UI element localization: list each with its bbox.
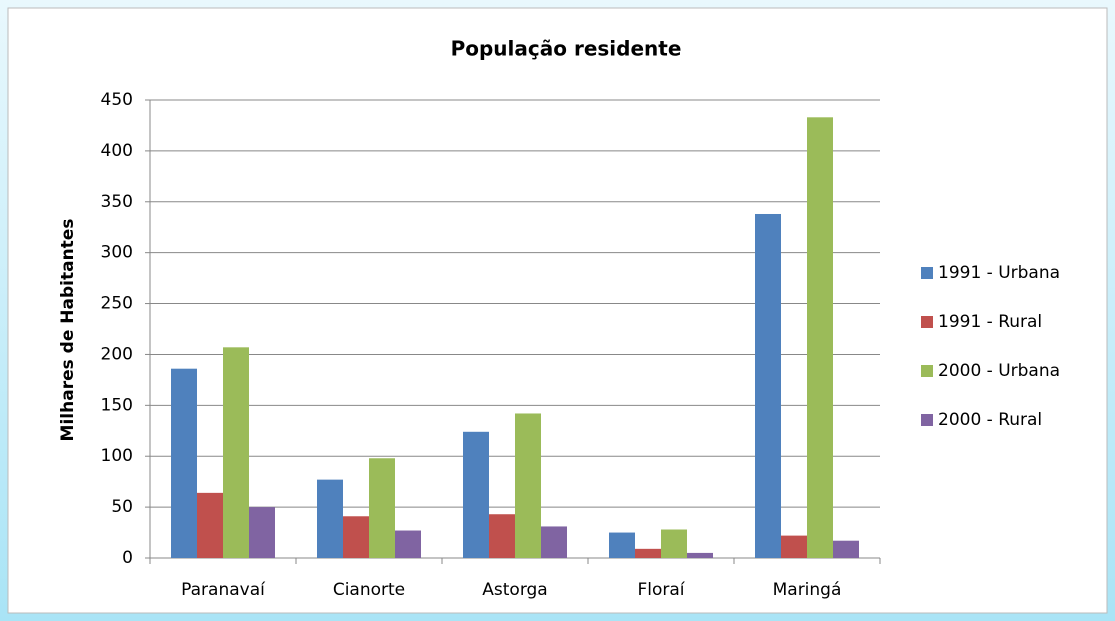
bar xyxy=(661,529,687,558)
bar xyxy=(609,532,635,558)
legend-swatch xyxy=(921,267,933,279)
bar xyxy=(687,552,713,558)
bar xyxy=(833,540,859,558)
y-tick-label: 0 xyxy=(122,548,133,568)
x-tick-label: Floraí xyxy=(637,580,685,600)
bar xyxy=(343,516,369,558)
y-tick-label: 200 xyxy=(101,344,133,364)
legend-swatch xyxy=(921,414,933,426)
bar xyxy=(249,507,275,558)
bar xyxy=(463,431,489,558)
y-tick-label: 50 xyxy=(111,497,133,517)
y-tick-label: 300 xyxy=(101,243,133,263)
y-tick-label: 150 xyxy=(101,395,133,415)
bar xyxy=(489,514,515,558)
chart-title: População residente xyxy=(451,37,682,61)
bar xyxy=(515,413,541,558)
bar xyxy=(197,492,223,558)
legend-label: 2000 - Urbana xyxy=(938,361,1060,381)
legend-label: 1991 - Rural xyxy=(938,312,1042,332)
legend-label: 2000 - Rural xyxy=(938,410,1042,430)
bar xyxy=(635,548,661,558)
bar xyxy=(781,535,807,558)
y-tick-label: 250 xyxy=(101,294,133,314)
legend-swatch xyxy=(921,365,933,377)
x-tick-label: Astorga xyxy=(482,580,547,600)
y-axis-label: Milhares de Habitantes xyxy=(58,219,78,442)
bar xyxy=(541,526,567,558)
y-tick-label: 450 xyxy=(101,90,133,110)
y-tick-label: 100 xyxy=(101,446,133,466)
y-tick-label: 400 xyxy=(101,141,133,161)
x-tick-label: Paranavaí xyxy=(181,580,266,600)
bar xyxy=(807,117,833,559)
x-tick-label: Maringá xyxy=(773,580,842,600)
x-tick-label: Cianorte xyxy=(333,580,405,600)
y-tick-label: 350 xyxy=(101,192,133,212)
bar xyxy=(369,458,395,558)
bar xyxy=(171,368,197,558)
legend-label: 1991 - Urbana xyxy=(938,263,1060,283)
bar xyxy=(395,530,421,558)
bar xyxy=(223,347,249,558)
bar xyxy=(755,213,781,559)
legend-swatch xyxy=(921,316,933,328)
bar xyxy=(317,479,343,558)
